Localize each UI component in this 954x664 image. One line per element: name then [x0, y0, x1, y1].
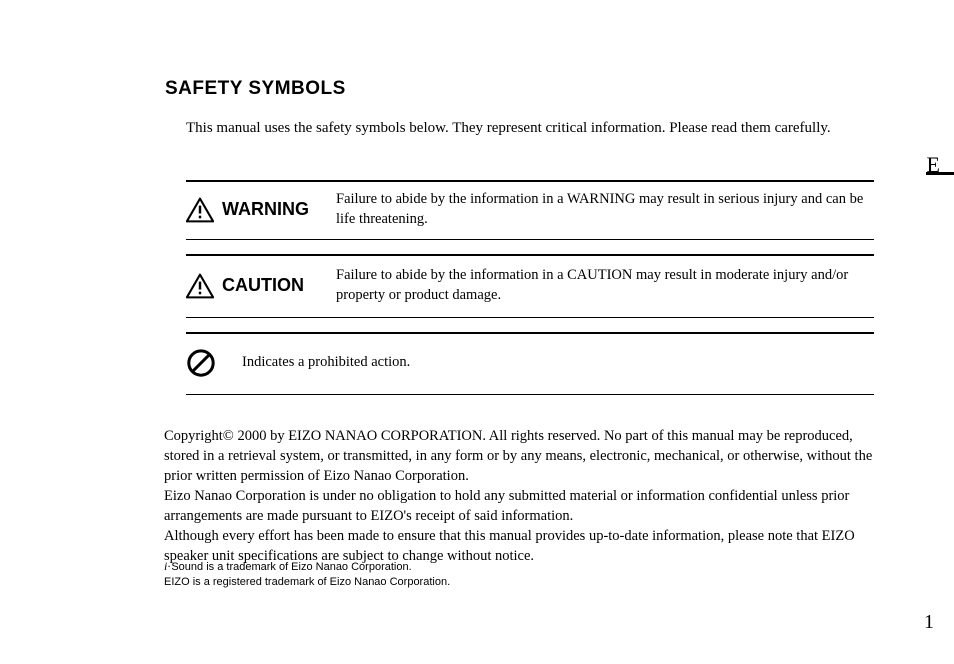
caution-label: CAUTION — [222, 275, 304, 296]
trademark-line-2: EIZO is a registered trademark of Eizo N… — [164, 575, 876, 590]
isound-rest: Sound is a trademark of Eizo Nanao Corpo… — [171, 561, 411, 573]
warning-symbol-cell: WARNING — [186, 197, 336, 223]
row-warning: WARNING Failure to abide by the informat… — [186, 182, 874, 239]
caution-desc: Failure to abide by the information in a… — [336, 266, 874, 305]
page: SAFETY SYMBOLS This manual uses the safe… — [0, 0, 954, 664]
copyright-p2: Eizo Nanao Corporation is under no oblig… — [164, 486, 876, 526]
page-title: SAFETY SYMBOLS — [165, 78, 875, 100]
symbols-table: WARNING Failure to abide by the informat… — [186, 180, 874, 395]
row-caution: CAUTION Failure to abide by the informat… — [186, 256, 874, 317]
intro-paragraph: This manual uses the safety symbols belo… — [186, 118, 874, 139]
section-tab-bar — [926, 172, 954, 175]
isound-prefix: i· — [164, 559, 170, 573]
prohibit-circle-icon — [186, 348, 216, 378]
spacer — [186, 240, 874, 254]
divider — [186, 394, 874, 395]
warning-triangle-icon — [186, 197, 214, 223]
prohibit-desc: Indicates a prohibited action. — [242, 353, 410, 373]
caution-triangle-icon — [186, 273, 214, 299]
prohibit-symbol-cell — [186, 348, 242, 378]
spacer — [186, 318, 874, 332]
copyright-block: Copyright© 2000 by EIZO NANAO CORPORATIO… — [164, 426, 876, 566]
page-number: 1 — [924, 611, 934, 634]
warning-label: WARNING — [222, 199, 309, 220]
copyright-p1: Copyright© 2000 by EIZO NANAO CORPORATIO… — [164, 426, 876, 486]
caution-symbol-cell: CAUTION — [186, 273, 336, 299]
warning-desc: Failure to abide by the information in a… — [336, 190, 874, 229]
trademark-block: i·Sound is a trademark of Eizo Nanao Cor… — [164, 558, 876, 591]
trademark-line-1: i·Sound is a trademark of Eizo Nanao Cor… — [164, 558, 876, 575]
row-prohibit: Indicates a prohibited action. — [186, 334, 874, 394]
